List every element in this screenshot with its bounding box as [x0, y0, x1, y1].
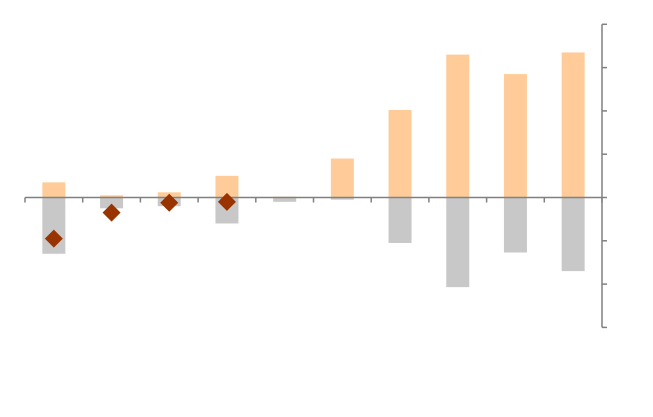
diamond-marker-2 — [102, 203, 121, 222]
bar-series2-9 — [503, 197, 527, 253]
bar-series1-8 — [446, 54, 470, 198]
bar-series2-7 — [388, 197, 412, 243]
bar-series1-2 — [100, 195, 124, 198]
bar-series1-6 — [330, 158, 354, 198]
bar-series1-10 — [561, 52, 585, 198]
bar-series1-9 — [503, 74, 527, 198]
bar-series2-6 — [330, 197, 354, 200]
bar-series1-7 — [388, 110, 412, 198]
bar-series2-2 — [100, 197, 124, 209]
diamond-marker-3 — [160, 193, 179, 212]
bar-series1-4 — [215, 175, 239, 198]
diamond-marker-1 — [44, 229, 63, 248]
bars-layer — [42, 52, 585, 288]
bar-series2-10 — [561, 197, 585, 272]
markers-layer — [44, 192, 236, 248]
bar-series2-5 — [273, 197, 297, 202]
axes-layer — [24, 23, 607, 329]
diamond-marker-4 — [217, 192, 236, 211]
bar-series2-8 — [446, 197, 470, 288]
bar-series1-1 — [42, 182, 66, 198]
